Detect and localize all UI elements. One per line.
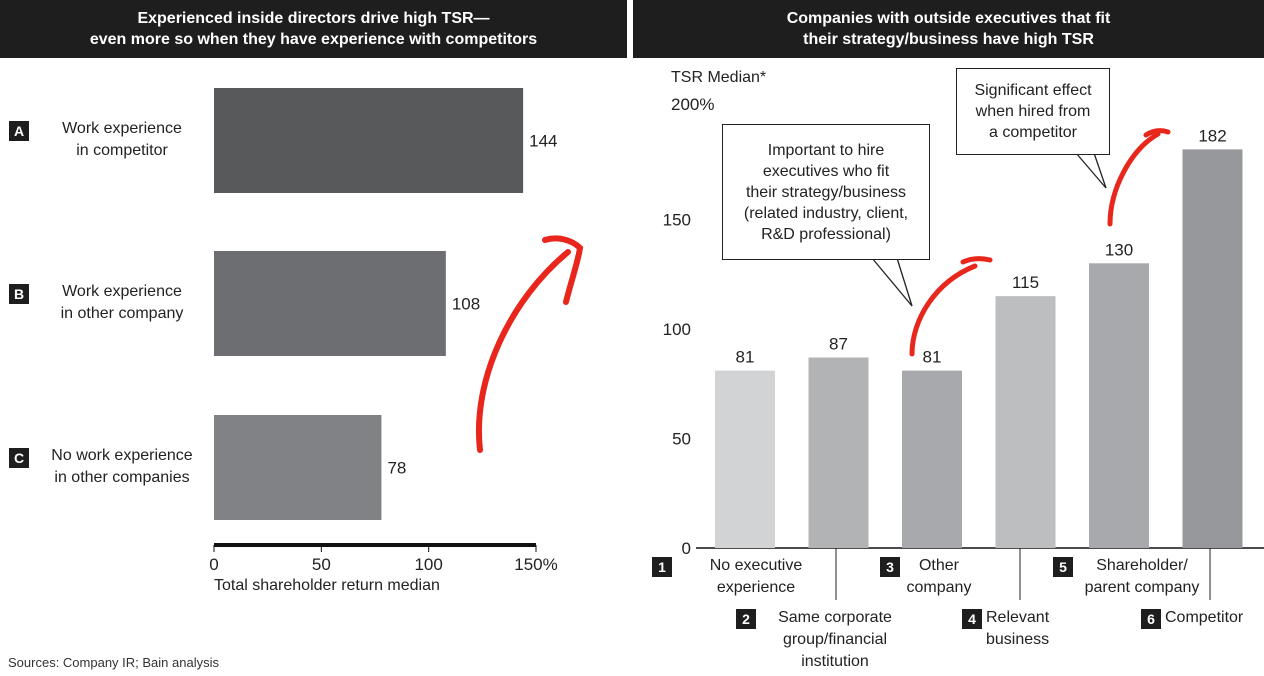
callout-1-line: Important to hire bbox=[767, 141, 885, 159]
left-chart-header: Experienced inside directors drive high … bbox=[0, 0, 627, 58]
left-bar-value-label: 108 bbox=[452, 295, 480, 314]
right-y-tick-label: 150 bbox=[663, 211, 691, 230]
right-category-label: Relevant business bbox=[986, 607, 1064, 651]
left-header-line2: even more so when they have experience w… bbox=[89, 31, 538, 48]
left-x-tick-label: 150% bbox=[514, 555, 557, 574]
callout-1-pointer bbox=[871, 257, 913, 307]
category-badge: 1 bbox=[652, 557, 672, 577]
right-bar bbox=[995, 296, 1056, 548]
right-bar-value-label: 182 bbox=[1198, 126, 1226, 145]
left-category-label-line: No work experience bbox=[51, 447, 193, 464]
right-category-label: Shareholder/parent company bbox=[1077, 555, 1207, 599]
right-bar bbox=[1182, 149, 1243, 549]
right-y-tick-label: 0 bbox=[682, 539, 691, 558]
red-arrow-left-icon bbox=[476, 235, 584, 453]
left-category-label-line: in other companies bbox=[54, 469, 190, 486]
category-badge: 6 bbox=[1141, 609, 1161, 629]
right-category-label-line: business bbox=[986, 631, 1050, 648]
left-x-tick-label: 0 bbox=[209, 555, 218, 574]
left-category-label-line: in competitor bbox=[76, 142, 168, 159]
left-category-label: No work experience in other companies bbox=[30, 445, 214, 489]
left-bar bbox=[214, 88, 524, 193]
category-badge: 5 bbox=[1053, 557, 1073, 577]
callout-2-line: when hired from bbox=[975, 103, 1091, 120]
callout-hire-fit: Important to hire executives who fit the… bbox=[722, 124, 930, 260]
callout-1-line: R&D professional) bbox=[761, 225, 891, 243]
callout-1-line: executives who fit bbox=[762, 162, 890, 180]
callout-2-line: Significant effect bbox=[974, 82, 1092, 99]
callout-competitor: Significant effect when hired from a com… bbox=[956, 68, 1110, 155]
category-badge: 4 bbox=[962, 609, 982, 629]
right-bar-value-label: 87 bbox=[829, 334, 848, 353]
red-arrow-mid-icon bbox=[909, 256, 993, 357]
right-y-tick-label: 200% bbox=[671, 95, 714, 114]
right-bar bbox=[902, 370, 962, 548]
right-bar-value-label: 130 bbox=[1105, 240, 1133, 259]
right-y-tick-label: 100 bbox=[663, 320, 691, 339]
right-category-label-line: experience bbox=[716, 579, 796, 596]
left-category-label: Work experience in other company bbox=[30, 281, 214, 325]
category-badge: 2 bbox=[736, 609, 756, 629]
right-chart-header: Companies with outside executives that f… bbox=[633, 0, 1264, 58]
right-category-label-line: Relevant bbox=[986, 609, 1050, 626]
right-bar bbox=[808, 357, 869, 548]
right-category-label-line: group/financial bbox=[782, 631, 888, 648]
callout-2-pointer bbox=[1075, 152, 1107, 189]
right-header-line1: Companies with outside executives that f… bbox=[786, 10, 1111, 27]
callout-2-line: a competitor bbox=[988, 124, 1078, 141]
left-bar-value-label: 144 bbox=[529, 132, 557, 151]
right-category-label: Other company bbox=[904, 555, 974, 599]
category-badge: 3 bbox=[880, 557, 900, 577]
right-category-label-line: Same corporate bbox=[778, 609, 892, 626]
right-bar-value-label: 115 bbox=[1012, 273, 1039, 292]
right-category-label-line: No executive bbox=[709, 557, 803, 574]
right-y-tick-label: 50 bbox=[672, 430, 691, 449]
red-arrow-right-icon bbox=[1107, 128, 1171, 227]
right-category-label-line: company bbox=[906, 579, 972, 596]
right-header-line2: their strategy/business have high TSR bbox=[803, 31, 1094, 48]
right-category-label-line: Competitor bbox=[1165, 609, 1244, 626]
left-x-axis-title: Total shareholder return median bbox=[214, 577, 440, 594]
category-badge: A bbox=[9, 121, 29, 141]
left-x-tick-label: 100 bbox=[414, 555, 442, 574]
right-category-label-line: Shareholder/ bbox=[1096, 557, 1188, 574]
right-category-label-line: Other bbox=[918, 557, 959, 574]
left-bar-value-label: 78 bbox=[387, 459, 406, 478]
left-category-label-line: in other company bbox=[60, 305, 184, 322]
right-bar-value-label: 81 bbox=[923, 348, 942, 367]
right-category-label: Competitor bbox=[1165, 607, 1260, 629]
left-category-label-line: Work experience bbox=[62, 120, 182, 137]
left-x-tick-label: 50 bbox=[312, 555, 331, 574]
callout-1-line: their strategy/business bbox=[745, 183, 907, 201]
right-category-label: No executive experience bbox=[676, 555, 836, 599]
left-category-label: Work experience in competitor bbox=[30, 118, 214, 162]
right-y-axis-title: TSR Median* bbox=[671, 69, 766, 86]
callout-1-line: (related industry, client, bbox=[743, 204, 909, 222]
right-bar bbox=[715, 370, 775, 548]
right-bar-value-label: 81 bbox=[736, 348, 755, 367]
category-badge: C bbox=[9, 448, 29, 468]
left-bar bbox=[214, 251, 446, 356]
left-category-label-line: Work experience bbox=[62, 283, 182, 300]
right-category-label: Same corporate group/financial institution bbox=[760, 607, 910, 673]
right-category-label-line: parent company bbox=[1084, 579, 1200, 596]
left-header-line1: Experienced inside directors drive high … bbox=[137, 10, 490, 27]
sources-note: Sources: Company IR; Bain analysis bbox=[8, 655, 219, 670]
right-bar bbox=[1089, 263, 1149, 548]
category-badge: B bbox=[9, 284, 29, 304]
right-category-label-line: institution bbox=[801, 653, 869, 670]
left-bar bbox=[214, 415, 382, 520]
